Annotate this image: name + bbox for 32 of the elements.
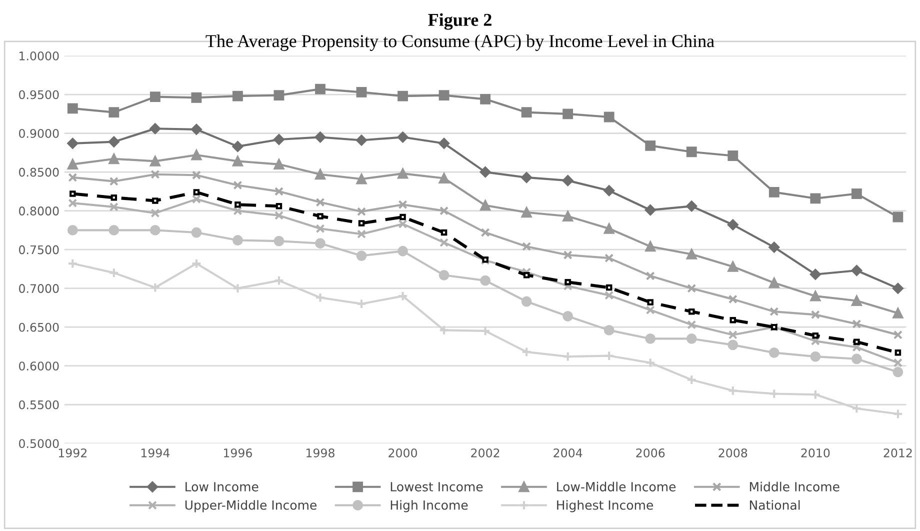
y-tick-label: 0.9000 bbox=[19, 129, 59, 138]
y-tick-label: 0.7500 bbox=[19, 245, 59, 254]
x-tick-label: 2004 bbox=[554, 448, 582, 458]
y-tick-label: 0.5000 bbox=[19, 439, 59, 448]
x-tick-label: 1994 bbox=[141, 448, 170, 458]
x-tick-label: 1992 bbox=[58, 448, 86, 458]
y-tick-label: 0.6000 bbox=[19, 362, 59, 371]
x-tick-label: 1998 bbox=[306, 448, 334, 458]
x-tick-label: 2008 bbox=[718, 448, 748, 458]
legend-label: Low-Middle Income bbox=[557, 482, 676, 492]
y-tick-label: 0.7000 bbox=[19, 284, 59, 293]
x-tick-label: 2010 bbox=[801, 448, 830, 458]
y-tick-label: 0.9500 bbox=[19, 90, 59, 100]
y-tick-label: 0.8500 bbox=[19, 168, 59, 177]
y-tick-label: 1.0000 bbox=[20, 51, 59, 60]
chart-title: Figure 2 bbox=[428, 13, 492, 30]
x-tick-label: 2002 bbox=[471, 448, 500, 458]
legend-label: National bbox=[750, 500, 800, 510]
legend-label: Upper-Middle Income bbox=[185, 500, 316, 512]
legend-label: Low Income bbox=[186, 482, 258, 492]
legend-label: Middle Income bbox=[750, 482, 840, 492]
x-tick-label: 2000 bbox=[388, 448, 418, 458]
legend-label: Lowest Income bbox=[390, 482, 483, 492]
y-tick-label: 0.8000 bbox=[19, 206, 59, 216]
x-tick-label: 2012 bbox=[884, 448, 912, 458]
x-tick-label: 1996 bbox=[224, 448, 252, 458]
y-tick-label: 0.6500 bbox=[19, 322, 59, 332]
x-tick-label: 2006 bbox=[636, 448, 665, 458]
legend-label: Highest Income bbox=[557, 500, 653, 512]
legend-label: High Income bbox=[390, 500, 468, 512]
chart-subtitle: The Average Propensity to Consume (APC) by Income Level in China bbox=[206, 34, 714, 51]
y-tick-label: 0.5500 bbox=[19, 400, 59, 410]
